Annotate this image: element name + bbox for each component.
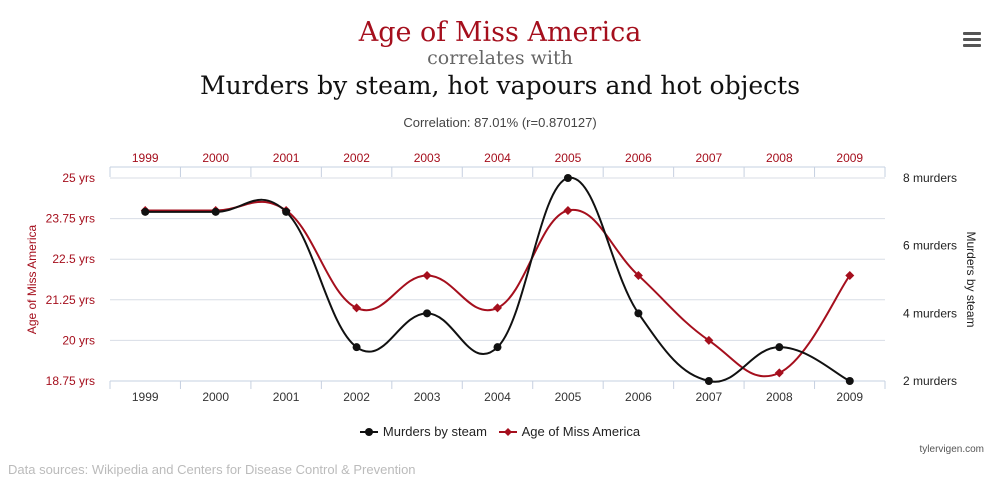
- legend-label-age: Age of Miss America: [521, 424, 641, 439]
- chart-title-connector: correlates with: [427, 47, 573, 69]
- data-point-murders: [423, 309, 432, 318]
- data-point-murders: [352, 343, 361, 352]
- x-top-tick-label: 2003: [414, 151, 441, 165]
- right-axis-tick-label: 2 murders: [903, 374, 957, 388]
- left-axis-tick-label: 22.5 yrs: [52, 252, 95, 266]
- right-axis-tick-label: 4 murders: [903, 306, 957, 320]
- data-point-age: [633, 270, 643, 280]
- x-tick-label: 1999: [132, 390, 159, 404]
- left-axis-tick-label: 20 yrs: [62, 333, 95, 347]
- right-axis-tick-label: 8 murders: [903, 171, 957, 185]
- x-tick-label: 2004: [484, 390, 511, 404]
- x-top-tick-label: 2001: [273, 151, 300, 165]
- x-tick-label: 2005: [555, 390, 582, 404]
- data-point-murders: [563, 174, 572, 182]
- data-point-murders: [775, 343, 784, 352]
- data-point-murders: [141, 207, 150, 216]
- data-point-age: [704, 335, 714, 345]
- x-top-tick-label: 2002: [343, 151, 370, 165]
- left-axis-tick-label: 23.75 yrs: [46, 212, 95, 226]
- data-point-age: [422, 270, 432, 280]
- x-top-tick-label: 2000: [202, 151, 229, 165]
- site-credit: tylervigen.com: [919, 444, 984, 455]
- data-point-murders: [704, 377, 713, 385]
- x-top-tick-label: 2009: [836, 151, 863, 165]
- data-point-murders: [493, 343, 502, 352]
- legend-diamond-marker-icon: [498, 427, 517, 436]
- legend-item-age[interactable]: Age of Miss America: [498, 424, 641, 439]
- data-point-age: [845, 270, 855, 280]
- chart-title-primary: Age of Miss America: [358, 17, 642, 48]
- data-point-age: [563, 205, 573, 215]
- data-sources: Data sources: Wikipedia and Centers for …: [8, 462, 416, 477]
- data-point-murders: [634, 309, 643, 318]
- data-point-age: [352, 303, 362, 313]
- x-top-tick-label: 2004: [484, 151, 511, 165]
- x-top-tick-label: 2005: [555, 151, 582, 165]
- x-tick-label: 2009: [836, 390, 863, 404]
- data-point-murders: [845, 377, 854, 385]
- legend-circle-marker-icon: [359, 427, 378, 436]
- data-point-murders: [211, 207, 220, 216]
- left-axis-tick-label: 21.25 yrs: [46, 293, 95, 307]
- legend-label-murders: Murders by steam: [382, 424, 487, 439]
- right-axis-tick-label: 6 murders: [903, 239, 957, 253]
- left-axis-tick-label: 25 yrs: [62, 171, 95, 185]
- x-tick-label: 2003: [414, 390, 441, 404]
- legend-item-murders[interactable]: Murders by steam: [359, 424, 487, 439]
- data-point-murders: [282, 207, 291, 216]
- data-point-age: [774, 368, 784, 378]
- x-top-tick-label: 2008: [766, 151, 793, 165]
- x-tick-label: 2002: [343, 390, 370, 404]
- left-axis-tick-label: 18.75 yrs: [46, 374, 95, 388]
- correlation-label: Correlation: 87.01% (r=0.870127): [403, 115, 597, 130]
- hamburger-menu-icon[interactable]: [963, 32, 981, 48]
- chart-canvas: 1999 1999 2000 2000 2001 2001 2002 2002 2003 2003…: [25, 151, 978, 404]
- x-tick-label: 2006: [625, 390, 652, 404]
- left-axis-title: Age of Miss America: [25, 224, 39, 334]
- x-tick-label: 2000: [202, 390, 229, 404]
- chart-legend: Murders by steam Age of Miss America: [0, 424, 1000, 440]
- chart-title-secondary: Murders by steam, hot vapours and hot ob…: [199, 71, 801, 100]
- x-top-tick-label: 2007: [696, 151, 723, 165]
- x-tick-label: 2008: [766, 390, 793, 404]
- x-top-tick-label: 1999: [132, 151, 159, 165]
- x-tick-label: 2001: [273, 390, 300, 404]
- x-tick-label: 2007: [696, 390, 723, 404]
- x-top-tick-label: 2006: [625, 151, 652, 165]
- data-point-age: [493, 303, 502, 313]
- right-axis-title: Murders by steam: [964, 231, 978, 327]
